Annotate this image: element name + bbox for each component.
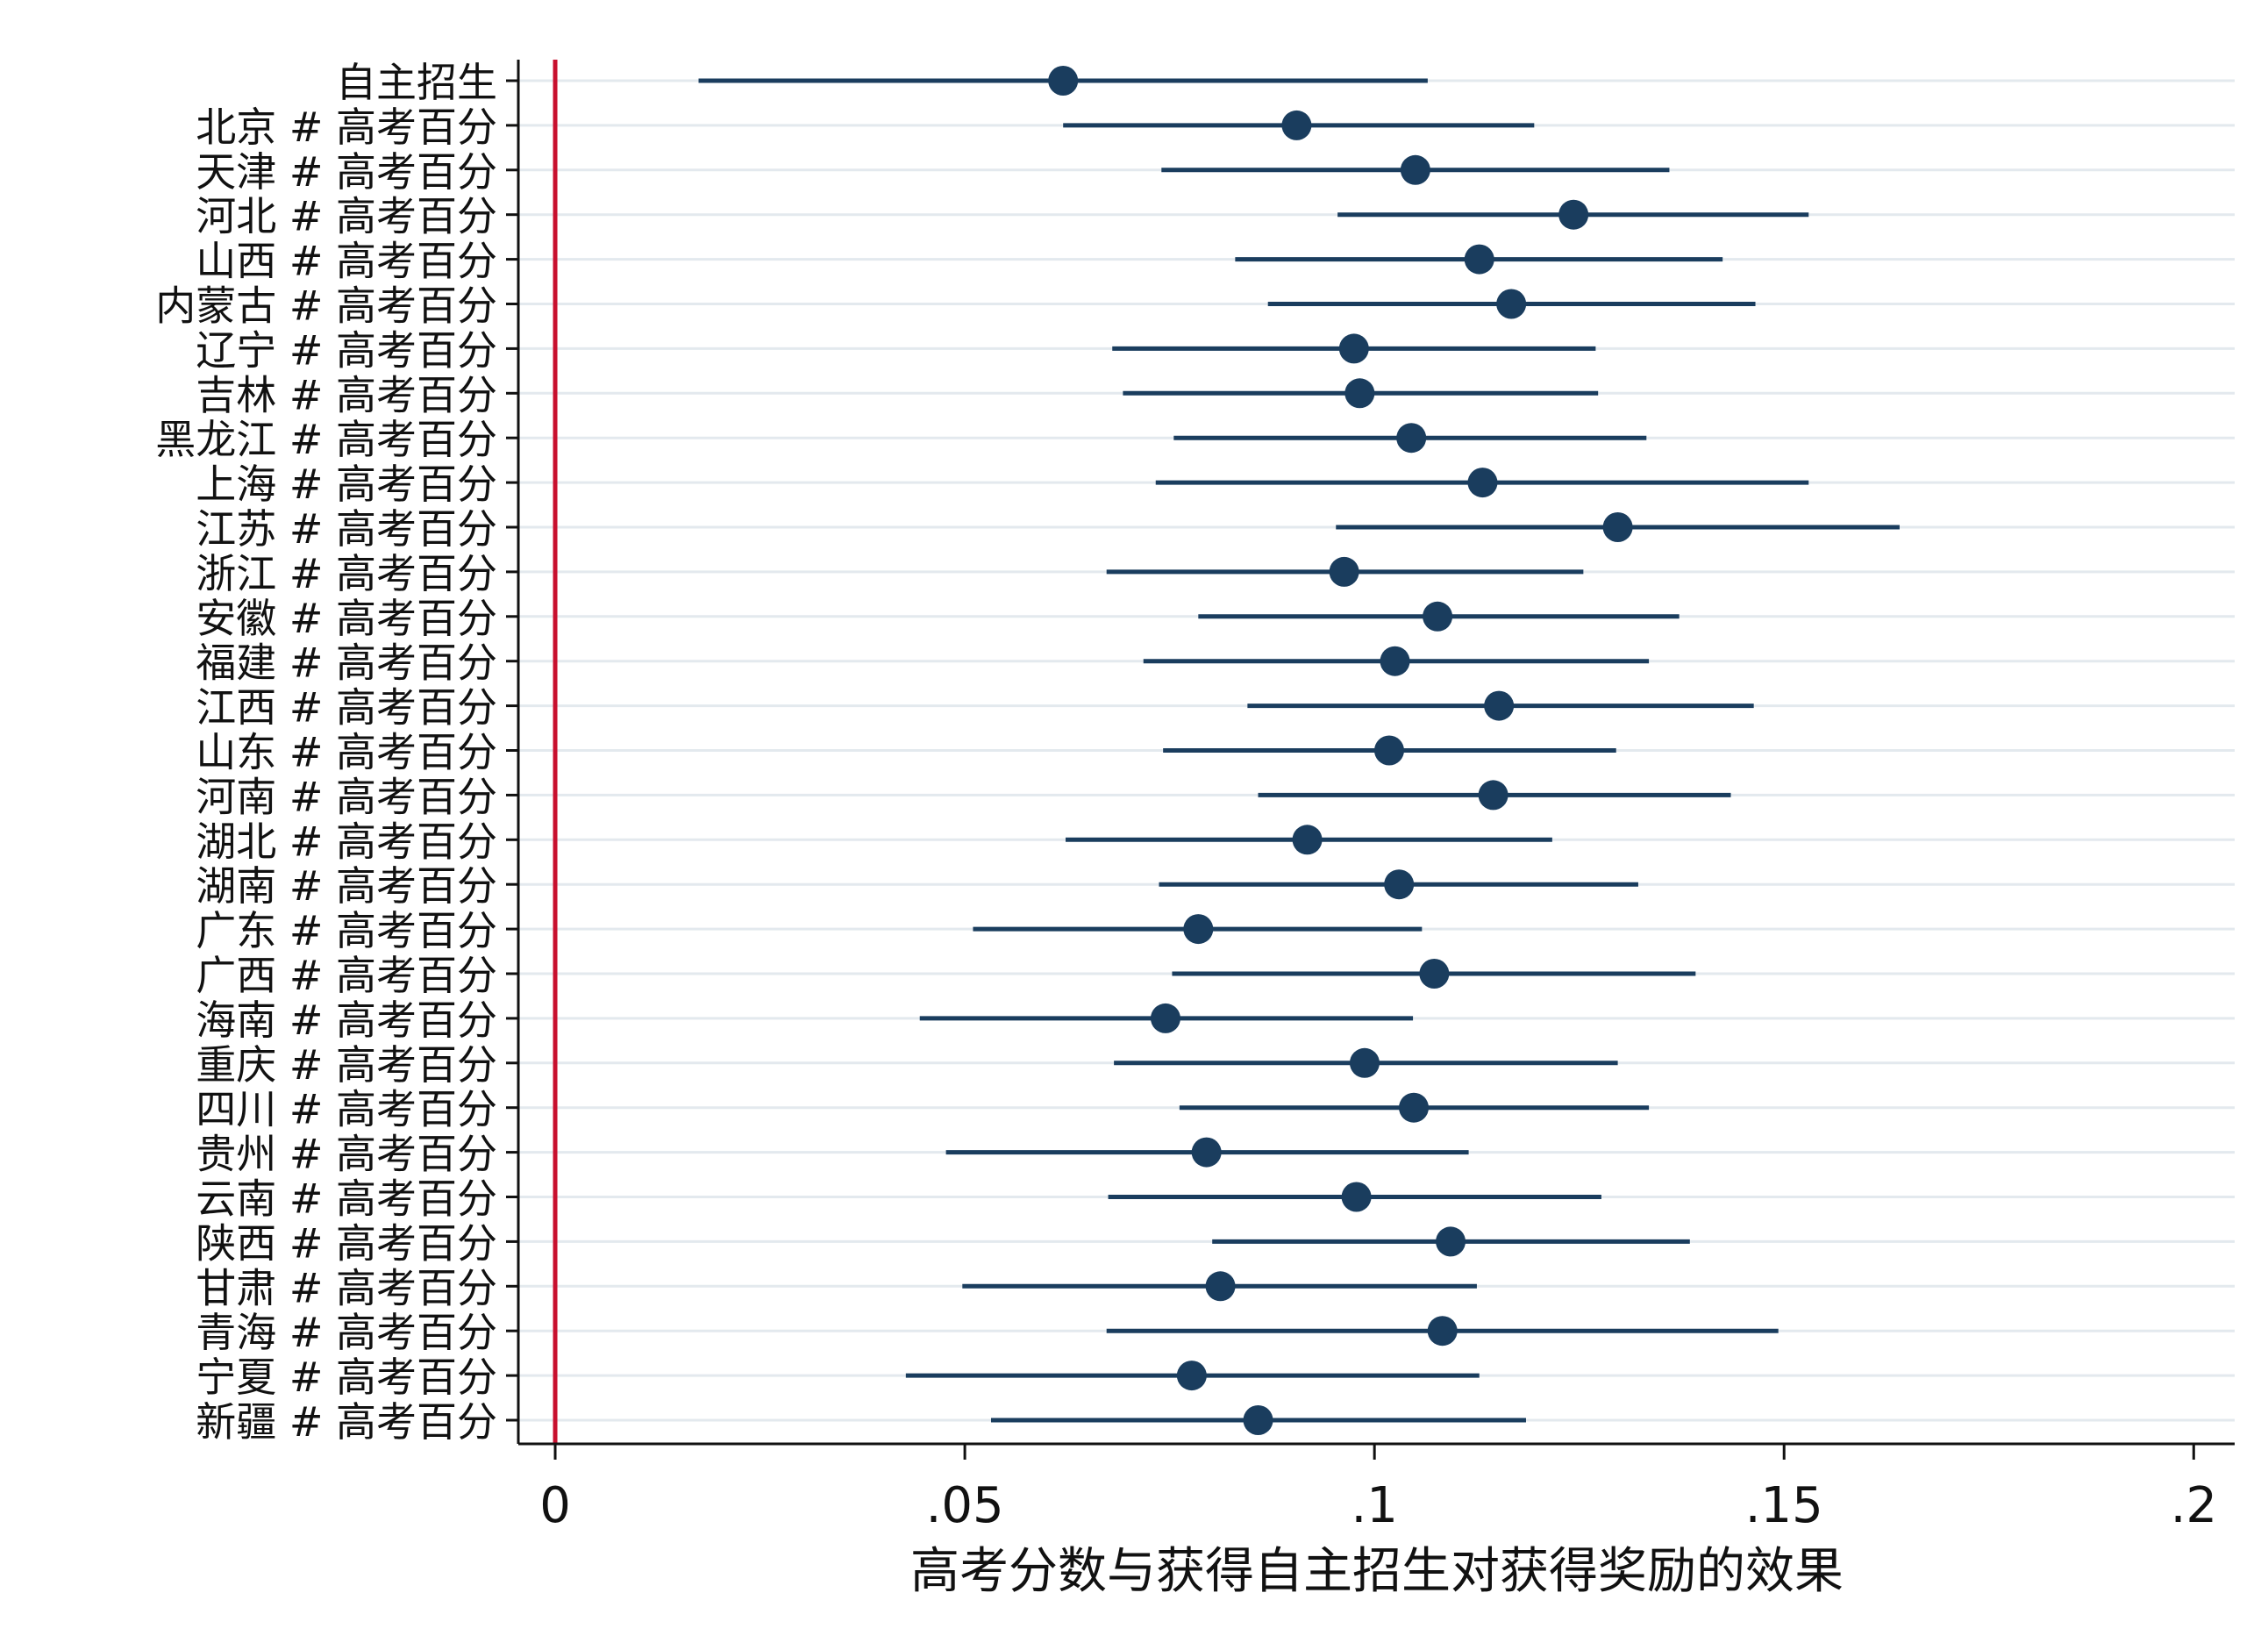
- y-tick-label: 青海 # 高考百分: [196, 1309, 497, 1356]
- point-marker: [1341, 1182, 1372, 1212]
- y-tick-label: 湖北 # 高考百分: [196, 818, 497, 865]
- point-marker: [1292, 825, 1323, 855]
- axes: [506, 60, 2235, 1460]
- x-tick-label: .1: [1351, 1477, 1397, 1534]
- y-tick-label: 辽宁 # 高考百分: [196, 326, 497, 374]
- point-marker: [1484, 690, 1515, 721]
- y-tick-label: 湖南 # 高考百分: [196, 862, 497, 910]
- point-marker: [1602, 512, 1633, 542]
- x-tick-labels: 0 .05 .1 .15 .2: [539, 1477, 2217, 1534]
- point-marker: [1243, 1405, 1273, 1435]
- y-tick-label: 河南 # 高考百分: [196, 773, 497, 820]
- y-tick-label: 山西 # 高考百分: [196, 238, 497, 285]
- y-tick-label: 云南 # 高考百分: [196, 1175, 497, 1223]
- y-tick-label: 吉林 # 高考百分: [196, 371, 497, 418]
- point-marker: [1191, 1137, 1222, 1168]
- y-tick-label: 江西 # 高考百分: [196, 684, 497, 732]
- point-marker: [1478, 780, 1508, 811]
- y-tick-label: 宁夏 # 高考百分: [196, 1354, 497, 1401]
- y-tick-label: 北京 # 高考百分: [196, 104, 497, 151]
- y-tick-label: 天津 # 高考百分: [196, 148, 497, 196]
- x-tick-label: 0: [539, 1477, 571, 1534]
- point-marker: [1400, 154, 1430, 185]
- point-marker: [1427, 1316, 1458, 1346]
- x-tick-label: .2: [2171, 1477, 2217, 1534]
- y-tick-label: 福建 # 高考百分: [196, 639, 497, 687]
- point-marker: [1384, 869, 1415, 900]
- y-tick-label: 贵州 # 高考百分: [196, 1131, 497, 1178]
- point-marker: [1467, 468, 1498, 498]
- point-marker: [1205, 1271, 1236, 1302]
- y-tick-label: 山东 # 高考百分: [196, 729, 497, 776]
- point-marker: [1399, 1092, 1430, 1123]
- y-tick-label: 四川 # 高考百分: [196, 1086, 497, 1133]
- point-marker: [1150, 1003, 1180, 1033]
- y-tick-label: 上海 # 高考百分: [196, 461, 497, 508]
- point-marker: [1464, 244, 1494, 275]
- x-axis-title: 高考分数与获得自主招生对获得奖励的效果: [910, 1543, 1844, 1600]
- y-tick-label: 海南 # 高考百分: [196, 996, 497, 1044]
- y-tick-label: 河北 # 高考百分: [196, 193, 497, 240]
- point-marker: [1048, 66, 1079, 96]
- y-tick-label: 自主招生: [336, 59, 497, 106]
- point-marker: [1338, 333, 1369, 364]
- x-tick-label: .05: [926, 1477, 1004, 1534]
- point-marker: [1423, 601, 1453, 632]
- point-marker: [1496, 289, 1527, 319]
- y-tick-label: 广西 # 高考百分: [196, 952, 497, 999]
- point-marker: [1419, 959, 1450, 989]
- point-marker: [1396, 423, 1427, 454]
- point-marker: [1349, 1047, 1380, 1078]
- point-marker: [1183, 914, 1214, 945]
- y-tick-label: 陕西 # 高考百分: [196, 1219, 497, 1267]
- x-tick-label: .15: [1745, 1477, 1823, 1534]
- y-tick-label: 安徽 # 高考百分: [196, 595, 497, 642]
- y-tick-label: 黑龙江 # 高考百分: [155, 416, 497, 463]
- y-tick-label: 新疆 # 高考百分: [196, 1398, 497, 1446]
- point-marker: [1380, 646, 1410, 676]
- point-marker: [1176, 1361, 1207, 1391]
- point-marker: [1329, 556, 1359, 587]
- y-tick-label: 浙江 # 高考百分: [196, 550, 497, 597]
- point-estimates: [1048, 66, 1633, 1435]
- y-tick-label: 甘肃 # 高考百分: [196, 1264, 497, 1311]
- point-marker: [1436, 1226, 1466, 1257]
- point-marker: [1373, 735, 1404, 766]
- point-marker: [1558, 199, 1589, 230]
- y-tick-label: 内蒙古 # 高考百分: [155, 282, 497, 330]
- y-tick-label: 江苏 # 高考百分: [196, 505, 497, 553]
- y-tick-label: 重庆 # 高考百分: [196, 1041, 497, 1089]
- y-tick-label: 广东 # 高考百分: [196, 907, 497, 954]
- point-marker: [1344, 378, 1375, 409]
- point-marker: [1281, 110, 1312, 140]
